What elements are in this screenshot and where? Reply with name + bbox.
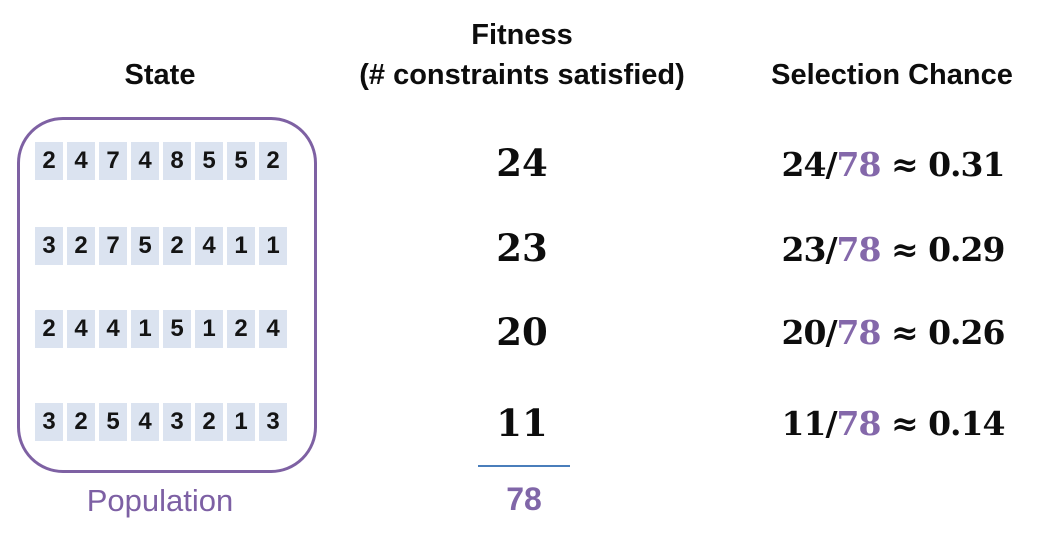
fitness-header-line1: Fitness [471, 19, 573, 51]
gene-cell: 3 [35, 227, 63, 265]
gene-cell: 1 [195, 310, 223, 348]
gene-cell: 2 [163, 227, 191, 265]
selection-total-fitness: 78 [836, 313, 882, 352]
fitness-column-header: Fitness (# constraints satisfied) [330, 15, 714, 95]
state-row-2: 3 2 7 5 2 4 1 1 [35, 227, 287, 265]
gene-cell: 2 [227, 310, 255, 348]
state-row-3: 2 4 4 1 5 1 2 4 [35, 310, 287, 348]
gene-cell: 3 [35, 403, 63, 441]
fitness-value-1: 24 [496, 141, 548, 185]
selection-approx-value: ≈ 0.14 [880, 404, 1006, 443]
gene-cell: 7 [99, 227, 127, 265]
gene-cell: 4 [67, 142, 95, 180]
gene-cell: 4 [195, 227, 223, 265]
selection-total-fitness: 78 [836, 404, 882, 443]
gene-cell: 7 [99, 142, 127, 180]
selection-chance-row-4: 11/78 ≈ 0.14 [726, 405, 1060, 443]
gene-cell: 5 [131, 227, 159, 265]
population-label: Population [86, 483, 234, 518]
selection-approx-value: ≈ 0.31 [880, 145, 1006, 184]
state-column-header: State [124, 59, 196, 91]
fitness-sum-divider-line [478, 465, 570, 467]
gene-cell: 2 [35, 310, 63, 348]
gene-cell: 2 [195, 403, 223, 441]
gene-cell: 4 [259, 310, 287, 348]
selection-numerator: 24/ [781, 145, 838, 184]
gene-cell: 2 [259, 142, 287, 180]
gene-cell: 1 [227, 227, 255, 265]
selection-chance-row-2: 23/78 ≈ 0.29 [726, 231, 1060, 269]
gene-cell: 2 [67, 403, 95, 441]
selection-numerator: 11/ [781, 404, 838, 443]
fitness-header-line2: (# constraints satisfied) [359, 59, 685, 91]
gene-cell: 3 [163, 403, 191, 441]
gene-cell: 1 [227, 403, 255, 441]
state-row-1: 2 4 7 4 8 5 5 2 [35, 142, 287, 180]
selection-numerator: 23/ [781, 230, 838, 269]
total-fitness-value: 78 [506, 481, 542, 517]
fitness-value-2: 23 [496, 226, 548, 270]
selection-numerator: 20/ [781, 313, 838, 352]
selection-chance-row-3: 20/78 ≈ 0.26 [726, 314, 1060, 352]
gene-cell: 2 [67, 227, 95, 265]
selection-chance-row-1: 24/78 ≈ 0.31 [726, 146, 1060, 184]
gene-cell: 1 [131, 310, 159, 348]
state-row-4: 3 2 5 4 3 2 1 3 [35, 403, 287, 441]
gene-cell: 1 [259, 227, 287, 265]
selection-total-fitness: 78 [836, 145, 882, 184]
selection-total-fitness: 78 [836, 230, 882, 269]
gene-cell: 3 [259, 403, 287, 441]
selection-approx-value: ≈ 0.26 [880, 313, 1006, 352]
selection-column-header: Selection Chance [771, 59, 1013, 91]
fitness-value-4: 11 [496, 401, 548, 445]
selection-approx-value: ≈ 0.29 [880, 230, 1006, 269]
gene-cell: 4 [99, 310, 127, 348]
gene-cell: 5 [99, 403, 127, 441]
gene-cell: 4 [67, 310, 95, 348]
gene-cell: 5 [163, 310, 191, 348]
population-outline [17, 117, 317, 473]
gene-cell: 8 [163, 142, 191, 180]
gene-cell: 2 [35, 142, 63, 180]
gene-cell: 4 [131, 142, 159, 180]
gene-cell: 4 [131, 403, 159, 441]
gene-cell: 5 [195, 142, 223, 180]
gene-cell: 5 [227, 142, 255, 180]
fitness-value-3: 20 [496, 310, 548, 354]
